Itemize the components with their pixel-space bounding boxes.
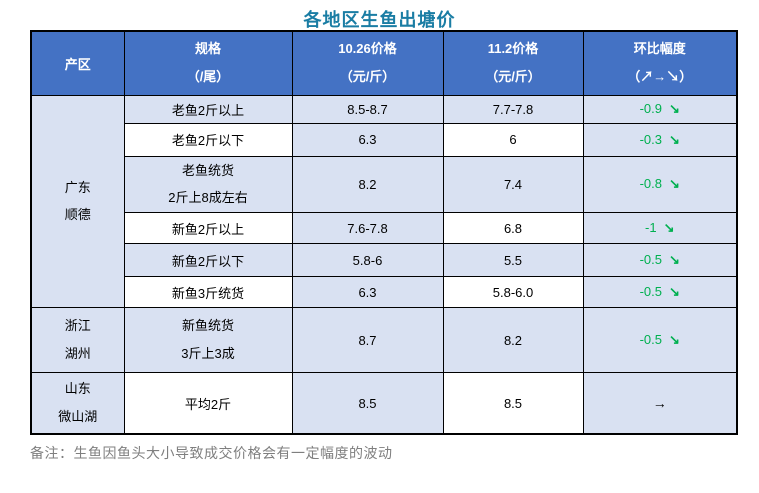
trend-down-icon: ↘ [669, 252, 680, 268]
change-value: -0.9 [639, 101, 662, 116]
change-cell: -0.5 ↘ [582, 307, 738, 374]
trend-down-icon: ↘ [669, 101, 680, 116]
change-cell: -0.9 ↘ [582, 94, 738, 124]
price-112-cell: 5.5 [442, 243, 584, 278]
spec-cell: 老鱼2斤以上 [123, 94, 293, 124]
price-112-cell: 6 [442, 122, 584, 157]
spec-cell: 老鱼统货 2斤上8成左右 [123, 155, 293, 214]
col-header-price-1026: 10.26价格 （元/斤） [291, 30, 444, 96]
header-label: 10.26价格 [338, 41, 397, 57]
region-cell-guangdong-shunde: 广东 顺德 [30, 94, 125, 309]
header-label: 规格 [194, 41, 221, 57]
price-1026-cell: 6.3 [291, 122, 444, 157]
region-cell-zhejiang-huzhou: 浙江 湖州 [30, 307, 125, 374]
col-header-spec: 规格 （/尾） [123, 30, 293, 96]
region-line: 山东 [64, 381, 91, 397]
price-112-cell: 7.4 [442, 155, 584, 214]
change-cell: -0.3 ↘ [582, 122, 738, 157]
table-row: 新鱼2斤以上 7.6-7.8 6.8 -1 ↘ [31, 212, 738, 245]
region-line: 广东 [64, 179, 91, 195]
change-cell: -0.5 ↘ [582, 243, 738, 278]
trend-down-icon: ↘ [669, 131, 680, 147]
region-line: 湖州 [64, 346, 91, 362]
header-label: 环比幅度 [633, 41, 686, 57]
trend-down-icon: ↘ [663, 220, 675, 236]
spec-line: 2斤上8成左右 [168, 190, 248, 206]
price-1026-cell: 8.2 [291, 155, 444, 214]
spec-line: 3斤上3成 [181, 346, 235, 362]
region-line: 浙江 [64, 318, 91, 334]
price-1026-cell: 5.8-6 [291, 243, 444, 278]
table-row: 老鱼2斤以下 6.3 6 -0.3 ↘ [31, 122, 738, 157]
table-row: 广东 顺德 老鱼2斤以上 8.5-8.7 7.7-7.8 -0.9 ↘ [30, 94, 738, 309]
trend-flat-icon: → [652, 395, 667, 412]
trend-down-icon: ↘ [669, 284, 680, 300]
change-cell: -0.5 ↘ [582, 276, 738, 309]
trend-down-icon: ↘ [669, 332, 680, 348]
price-1026-cell: 8.5-8.7 [291, 94, 444, 124]
spec-cell: 新鱼3斤统货 [123, 276, 293, 309]
spec-line: 老鱼统货 [181, 162, 234, 178]
price-table: 产区 规格 （/尾） 10.26价格 （元/斤） 11.2价格 （元/斤） 环比… [30, 30, 738, 435]
spec-cell: 平均2斤 [123, 372, 293, 435]
col-header-change: 环比幅度 （↗→↘） [582, 30, 738, 96]
spec-line: 新鱼统货 [181, 318, 234, 334]
table-row: 山东 微山湖 平均2斤 8.5 8.5 → [30, 372, 738, 435]
change-value: -1 [645, 220, 657, 236]
price-112-cell: 6.8 [442, 212, 584, 245]
price-112-cell: 8.2 [442, 307, 584, 374]
table-row: 老鱼统货 2斤上8成左右 8.2 7.4 -0.8 ↘ [31, 155, 738, 214]
change-value: -0.3 [639, 131, 662, 147]
change-value: -0.8 [639, 176, 662, 192]
spec-cell: 新鱼统货 3斤上3成 [123, 307, 293, 374]
table-row: 新鱼2斤以下 5.8-6 5.5 -0.5 ↘ [31, 243, 738, 278]
trend-down-icon: ↘ [669, 176, 680, 192]
price-1026-cell: 7.6-7.8 [291, 212, 444, 245]
change-cell: -0.8 ↘ [582, 155, 738, 214]
spec-cell: 新鱼2斤以下 [123, 243, 293, 278]
header-label: 11.2价格 [487, 41, 539, 57]
header-unit: （元/斤） [485, 69, 541, 85]
table-row: 新鱼3斤统货 6.3 5.8-6.0 -0.5 ↘ [31, 276, 738, 309]
header-trend-icons: （↗→↘） [627, 69, 693, 85]
region-line: 顺德 [64, 207, 91, 223]
col-header-region: 产区 [30, 30, 125, 96]
price-112-cell: 7.7-7.8 [442, 94, 584, 124]
page-title: 各地区生鱼出塘价 [303, 10, 456, 30]
change-value: -0.5 [639, 332, 662, 348]
spec-cell: 老鱼2斤以下 [123, 122, 293, 157]
price-1026-cell: 8.7 [291, 307, 444, 374]
table-row: 浙江 湖州 新鱼统货 3斤上3成 8.7 8.2 -0.5 ↘ [30, 307, 738, 374]
header-label: 产区 [64, 56, 91, 72]
region-cell-shandong-weishanhu: 山东 微山湖 [30, 372, 125, 435]
header-unit: （元/斤） [339, 69, 396, 85]
header-row: 产区 规格 （/尾） 10.26价格 （元/斤） 11.2价格 （元/斤） 环比… [30, 30, 738, 96]
price-1026-cell: 8.5 [291, 372, 444, 435]
header-unit: （/尾） [186, 69, 230, 85]
change-cell: → [582, 372, 738, 435]
footnote: 备注：生鱼因鱼头大小导致成交价格会有一定幅度的波动 [30, 445, 393, 461]
col-header-price-112: 11.2价格 （元/斤） [442, 30, 584, 96]
region-line: 微山湖 [58, 409, 98, 425]
change-cell: -1 ↘ [582, 212, 738, 245]
price-1026-cell: 6.3 [291, 276, 444, 309]
change-value: -0.5 [639, 252, 662, 268]
price-112-cell: 5.8-6.0 [442, 276, 584, 309]
change-value: -0.5 [639, 284, 662, 300]
spec-cell: 新鱼2斤以上 [123, 212, 293, 245]
price-112-cell: 8.5 [442, 372, 584, 435]
